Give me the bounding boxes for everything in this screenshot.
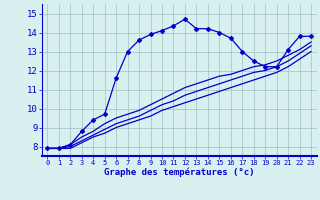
X-axis label: Graphe des températures (°c): Graphe des températures (°c) — [104, 168, 254, 177]
